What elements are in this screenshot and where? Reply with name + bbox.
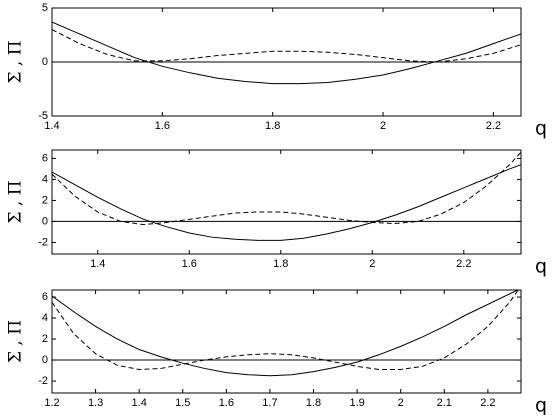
x-tick-label: 2: [369, 258, 375, 270]
x-tick-label: 2: [398, 397, 404, 409]
x-tick-label: 1.7: [262, 397, 277, 409]
y-axis-label: Σ , Π: [6, 320, 26, 363]
y-tick-label: 4: [42, 312, 48, 324]
plot-frame: [51, 289, 522, 394]
series-group: [52, 290, 519, 377]
y-tick-label: 6: [42, 291, 48, 303]
x-tick-label: 1.4: [44, 120, 59, 132]
x-tick-label: 2.1: [437, 397, 452, 409]
x-tick-label: 1.8: [265, 120, 280, 132]
series-line: [52, 151, 521, 226]
x-tick-label: 2.2: [456, 258, 471, 270]
y-tick-label: 4: [42, 173, 48, 185]
y-axis-label: Σ , Π: [6, 40, 26, 83]
series-line: [52, 290, 519, 377]
series-group: [52, 21, 521, 85]
x-tick-label: 2.2: [486, 120, 501, 132]
y-tick-label: -2: [38, 236, 48, 248]
y-tick-label: -2: [38, 375, 48, 387]
y-tick-label: 0: [42, 56, 48, 68]
x-tick-label: 1.6: [219, 397, 234, 409]
x-tick-label: 1.4: [90, 258, 105, 270]
y-tick-label: 2: [42, 194, 48, 206]
x-tick-label: 1.3: [88, 397, 103, 409]
x-tick-label: 2.2: [480, 397, 495, 409]
y-tick-label: 5: [42, 2, 48, 14]
y-tick-label: 0: [42, 215, 48, 227]
series-group: [52, 151, 521, 241]
x-axis-label: q: [535, 256, 547, 278]
x-tick-label: 1.2: [44, 397, 59, 409]
y-axis-label: Σ , Π: [6, 180, 26, 223]
x-tick-label: 1.4: [132, 397, 147, 409]
series-line: [52, 21, 521, 85]
x-tick-label: 1.8: [273, 258, 288, 270]
y-tick-label: 0: [42, 354, 48, 366]
y-tick-label: 2: [42, 333, 48, 345]
x-tick-label: 2: [380, 120, 386, 132]
series-line: [52, 164, 521, 241]
x-tick-label: 1.8: [306, 397, 321, 409]
y-tick-label: 6: [42, 152, 48, 164]
x-tick-label: 1.9: [349, 397, 364, 409]
y-tick-label: -5: [38, 110, 48, 122]
x-tick-label: 1.6: [155, 120, 170, 132]
plot-frame: [51, 149, 522, 255]
x-axis-label: q: [535, 395, 547, 416]
series-line: [52, 29, 521, 63]
series-line: [52, 290, 519, 370]
x-tick-label: 1.5: [175, 397, 190, 409]
x-axis-label: q: [535, 118, 547, 140]
x-tick-label: 1.6: [182, 258, 197, 270]
